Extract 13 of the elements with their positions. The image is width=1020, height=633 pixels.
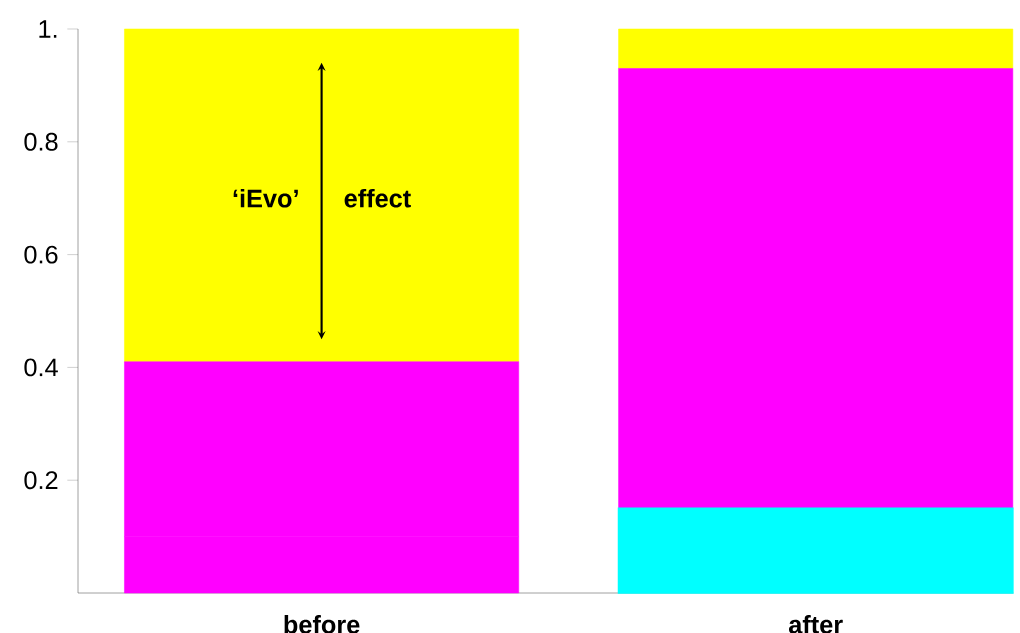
annotation: effect — [344, 188, 411, 208]
x-tick-label: before — [284, 615, 360, 633]
x-tick-label: after — [788, 615, 843, 633]
bar — [618, 28, 1014, 69]
y-tick-label: 0.2 — [24, 471, 58, 490]
y-tick-label: 1. — [39, 20, 57, 38]
y-tick-label: 0.4 — [24, 358, 58, 377]
bar — [618, 68, 1014, 509]
y-tick-label: 0.6 — [24, 245, 58, 264]
y-tick-label: 0.8 — [24, 132, 58, 151]
annotation: ‘iEvo’ — [233, 188, 298, 208]
bar — [124, 28, 520, 363]
bar — [617, 507, 1014, 594]
